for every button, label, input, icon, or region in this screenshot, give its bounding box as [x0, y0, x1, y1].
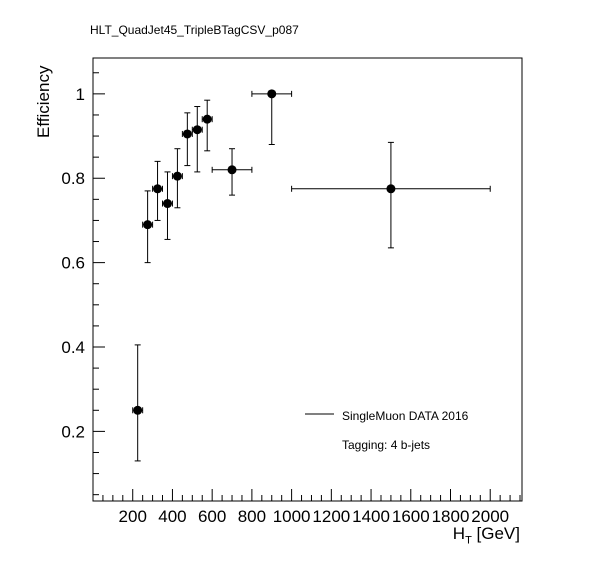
x-axis-label: HT [GeV] — [453, 524, 520, 546]
x-axis-label-subscript: T — [465, 534, 472, 547]
x-tick-label: 1800 — [432, 507, 470, 526]
x-tick-label: 1600 — [392, 507, 430, 526]
point-marker — [182, 129, 192, 139]
y-tick-label: 0.2 — [61, 422, 85, 441]
point-marker — [162, 199, 172, 209]
plot-frame — [92, 57, 523, 502]
point-marker — [202, 114, 212, 124]
x-axis-label-unit: [GeV] — [476, 524, 520, 543]
data-point — [201, 99, 213, 152]
data-point — [181, 112, 193, 167]
data-points — [132, 89, 491, 462]
point-marker — [192, 125, 202, 135]
data-point — [211, 148, 253, 196]
x-tick-label: 600 — [198, 507, 226, 526]
y-tick-label: 0.4 — [61, 338, 85, 357]
point-marker — [267, 89, 277, 99]
point-marker — [153, 184, 163, 194]
x-tick-label: 1400 — [352, 507, 390, 526]
y-axis-label: Efficiency — [34, 65, 53, 138]
data-point — [132, 344, 144, 462]
data-point — [152, 160, 164, 221]
legend-entry-label: SingleMuon DATA 2016 — [342, 409, 469, 423]
x-tick-label: 1200 — [312, 507, 350, 526]
x-tick-label: 200 — [119, 507, 147, 526]
x-axis-label-main: H — [452, 524, 466, 543]
point-marker — [143, 220, 153, 230]
point-marker — [172, 171, 182, 181]
x-tick-label: 1000 — [273, 507, 311, 526]
plot-frame-layer — [92, 57, 523, 502]
y-tick-label: 1 — [76, 85, 85, 104]
x-axis-ticks: 200 400 600 800 1000 1200 1400 1600 1800 2000 — [92, 489, 521, 526]
x-tick-label: 400 — [158, 507, 186, 526]
data-point — [142, 190, 154, 264]
tagging-annotation: Tagging: 4 b-jets — [342, 438, 431, 452]
x-tick-label: 2000 — [471, 507, 509, 526]
data-point — [162, 171, 173, 240]
y-axis-ticks: 0.2 0.4 0.6 0.8 1 — [61, 72, 105, 496]
chart-title: HLT_QuadJet45_TripleBTagCSV_p087 — [90, 23, 299, 37]
data-point — [191, 106, 203, 173]
point-marker — [227, 165, 237, 175]
data-point — [251, 89, 293, 145]
y-tick-label: 0.8 — [61, 169, 85, 188]
y-tick-label: 0.6 — [61, 254, 85, 273]
point-marker — [133, 405, 143, 415]
point-marker — [386, 184, 396, 194]
data-point — [171, 148, 183, 209]
x-tick-label: 800 — [238, 507, 266, 526]
data-point — [291, 141, 491, 249]
